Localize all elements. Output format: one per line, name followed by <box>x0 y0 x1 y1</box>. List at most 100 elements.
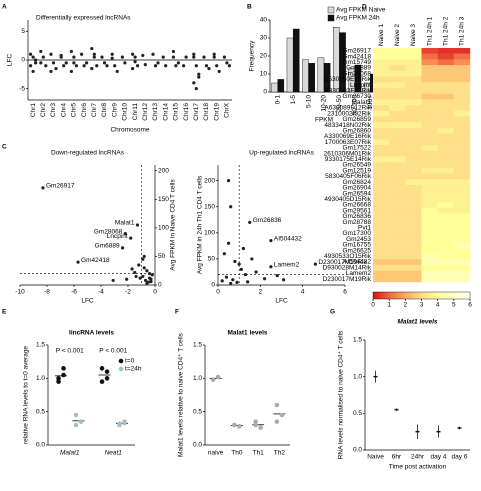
cell <box>421 110 438 117</box>
cell <box>453 70 471 77</box>
cell <box>389 236 406 243</box>
row-label: AI504432 <box>343 259 371 266</box>
y-tick-label: 150 <box>158 196 169 203</box>
cell <box>373 207 390 214</box>
cell <box>453 236 471 243</box>
colorbar-step <box>397 292 400 299</box>
cell <box>453 184 471 191</box>
cell <box>437 259 455 266</box>
cell <box>453 162 471 169</box>
cell <box>421 167 438 174</box>
x-tick-label: day 4 <box>431 454 447 461</box>
cell <box>389 76 406 83</box>
y-tick-label: 0.5 <box>353 410 362 417</box>
x-tick-label: Th2 <box>274 450 286 457</box>
cell <box>405 219 422 226</box>
cell <box>373 48 390 54</box>
row-label: Gm26824 <box>342 179 371 186</box>
cell <box>437 202 455 209</box>
cell <box>421 202 438 209</box>
bar <box>354 64 362 93</box>
x-tick-label: Chr3 <box>50 103 57 117</box>
cell <box>373 219 390 226</box>
cell <box>421 196 438 203</box>
p-value: P < 0.001 <box>56 348 84 355</box>
cell <box>405 70 422 77</box>
dot <box>176 61 180 65</box>
cell <box>453 219 471 226</box>
point <box>111 278 115 283</box>
cell <box>373 276 390 283</box>
cell <box>421 105 438 111</box>
bar <box>317 57 325 93</box>
y-tick-label: 0 <box>263 89 267 96</box>
cell <box>405 87 422 94</box>
point <box>141 274 145 279</box>
dot <box>59 53 63 58</box>
colorbar-step <box>382 292 386 299</box>
x-tick-label: 0-1 <box>274 95 281 105</box>
cell <box>437 184 455 191</box>
x-tick-label: Chr17 <box>193 103 200 121</box>
point <box>235 280 239 284</box>
chart-title: Up-regulated lncRNAs <box>249 150 314 157</box>
cell <box>437 213 455 220</box>
cell <box>421 213 438 220</box>
dot <box>131 52 135 56</box>
cell <box>421 139 438 146</box>
dot <box>51 61 56 65</box>
dot <box>161 55 165 59</box>
x-tick-label: -6 <box>71 289 77 296</box>
dot <box>232 422 237 428</box>
cell <box>373 173 390 180</box>
cell <box>389 122 406 129</box>
x-tick-label: 0 <box>216 289 220 296</box>
cell <box>453 65 471 72</box>
cell <box>453 139 471 146</box>
dot <box>117 422 122 428</box>
colorbar-step <box>455 292 459 299</box>
cell <box>437 87 455 94</box>
cell <box>437 76 455 83</box>
y-axis-label: RNA levels normalised to naive CD4⁺ T ce… <box>338 330 345 459</box>
cell <box>437 156 455 163</box>
cell <box>389 242 406 248</box>
y-axis-label: Avg FPKM in 24h Th1 CD4 T cells <box>197 175 204 274</box>
colorbar-step <box>399 292 403 299</box>
cell <box>421 156 438 163</box>
cell <box>421 53 438 60</box>
cell <box>453 242 471 248</box>
dot <box>99 366 105 371</box>
cell <box>373 87 390 94</box>
cell <box>421 207 438 214</box>
x-tick-label: 20-50 <box>336 95 343 112</box>
dot <box>133 60 137 64</box>
point <box>143 278 148 283</box>
cell <box>453 105 471 111</box>
point-label: D230017M19Rik <box>318 259 367 266</box>
cell <box>373 230 390 237</box>
chart-title: Malat1 levels <box>227 330 267 337</box>
x-tick-label: Chr18 <box>203 103 210 121</box>
cell <box>437 48 455 54</box>
cell <box>373 53 390 60</box>
row-label: D230017M19Rik <box>323 276 372 283</box>
row-label: A330069E16Rik <box>324 133 372 140</box>
y-tick-label: 100 <box>158 225 169 232</box>
cell <box>405 276 422 283</box>
cell <box>373 224 390 231</box>
point <box>254 270 258 274</box>
cell <box>453 48 471 54</box>
dot <box>212 55 216 59</box>
cell <box>405 202 422 209</box>
cell <box>453 207 471 214</box>
cell <box>421 59 438 66</box>
x-tick-label: Chr14 <box>162 103 169 121</box>
dot <box>151 52 155 56</box>
dot <box>202 55 206 59</box>
cell <box>373 110 390 117</box>
dot <box>120 55 124 59</box>
cell <box>437 59 455 66</box>
y-tick-label: 0.0 <box>193 442 202 449</box>
dot <box>49 69 53 74</box>
